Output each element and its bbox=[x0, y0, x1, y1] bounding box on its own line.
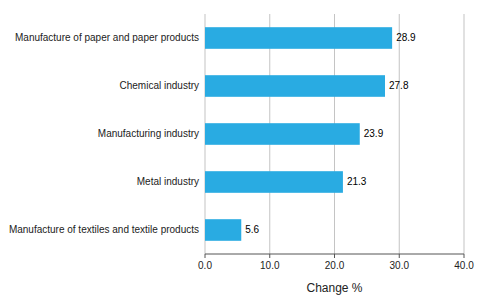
tick-mark bbox=[205, 254, 206, 258]
category-label: Metal industry bbox=[137, 176, 199, 187]
tick-label: 30.0 bbox=[390, 260, 410, 271]
category-label: Chemical industry bbox=[120, 80, 199, 91]
category-label: Manufacture of paper and paper products bbox=[15, 32, 199, 43]
data-label: 28.9 bbox=[396, 32, 416, 43]
data-label: 23.9 bbox=[364, 128, 384, 139]
tick-label: 20.0 bbox=[325, 260, 345, 271]
bars bbox=[205, 27, 392, 241]
bar bbox=[205, 75, 385, 97]
data-label: 27.8 bbox=[389, 80, 409, 91]
tick-mark bbox=[399, 254, 400, 258]
x-axis-label: Change % bbox=[306, 281, 362, 295]
data-labels: 5.6 21.3 23.9 27.8 28.9 bbox=[245, 32, 416, 235]
tick-label: 0.0 bbox=[198, 260, 212, 271]
tick-mark bbox=[269, 254, 270, 258]
x-axis: 0.0 10.0 20.0 30.0 40.0 bbox=[198, 254, 474, 271]
grid-line bbox=[399, 14, 400, 254]
tick-label: 10.0 bbox=[260, 260, 280, 271]
grid bbox=[205, 14, 464, 254]
grid-line bbox=[464, 14, 465, 254]
bar bbox=[205, 27, 392, 49]
data-label: 5.6 bbox=[245, 224, 259, 235]
tick-label: 40.0 bbox=[454, 260, 474, 271]
category-label: Manufacturing industry bbox=[98, 128, 199, 139]
axis-line bbox=[205, 254, 464, 255]
bar bbox=[205, 123, 360, 145]
y-axis: Manufacture of textiles and textile prod… bbox=[9, 32, 199, 235]
tick-mark bbox=[464, 254, 465, 258]
category-label: Manufacture of textiles and textile prod… bbox=[9, 224, 199, 235]
data-label: 21.3 bbox=[347, 176, 367, 187]
chart: Manufacture of textiles and textile prod… bbox=[0, 0, 484, 300]
tick-mark bbox=[334, 254, 335, 258]
bar bbox=[205, 171, 343, 193]
bar bbox=[205, 219, 241, 241]
